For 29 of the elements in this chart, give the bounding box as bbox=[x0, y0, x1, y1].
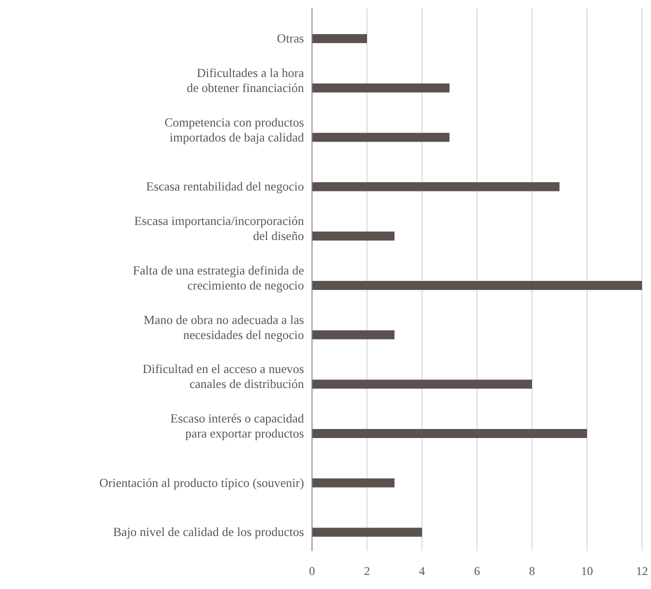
y-tick-label: Dificultades a la hora de obtener financiación bbox=[186, 66, 305, 95]
bar bbox=[312, 132, 450, 142]
bar bbox=[312, 280, 642, 290]
y-tick-label: Escasa importancia/incorporación del diseño bbox=[134, 214, 305, 244]
y-tick-label: Competencia con productos importados de baja calidad bbox=[164, 115, 305, 144]
bar bbox=[312, 182, 560, 192]
bar bbox=[312, 83, 450, 92]
y-tick-label: Escasa rentabilidad del negocio bbox=[146, 180, 304, 194]
bar bbox=[312, 478, 394, 488]
x-tick-label: 2 bbox=[364, 564, 370, 578]
y-tick-label: Otras bbox=[276, 32, 304, 46]
y-tick-label: Escaso interés o capacidad para exportar productos bbox=[170, 412, 305, 441]
y-tick-label: Falta de una estrategia definida de crecimiento de negocio bbox=[132, 263, 304, 292]
x-tick-label: 0 bbox=[309, 564, 315, 578]
bar bbox=[312, 380, 532, 389]
bar bbox=[312, 232, 394, 241]
y-tick-label: Orientación al producto típico (souvenir) bbox=[99, 476, 304, 490]
x-tick-label: 8 bbox=[529, 564, 535, 578]
x-tick-label: 12 bbox=[636, 564, 648, 578]
bar bbox=[312, 528, 422, 537]
x-tick-label: 10 bbox=[581, 564, 593, 578]
y-tick-label: Dificultad en el acceso a nuevos canales de distribución bbox=[142, 362, 305, 392]
y-tick-label: Bajo nivel de calidad de los productos bbox=[113, 525, 304, 540]
y-tick-label: Mano de obra no adecuada a las necesidades del negocio bbox=[144, 312, 304, 342]
bar bbox=[312, 330, 394, 340]
x-tick-label: 6 bbox=[474, 564, 480, 578]
x-tick-label: 4 bbox=[419, 564, 425, 578]
bar bbox=[312, 429, 587, 438]
bar bbox=[312, 34, 367, 44]
